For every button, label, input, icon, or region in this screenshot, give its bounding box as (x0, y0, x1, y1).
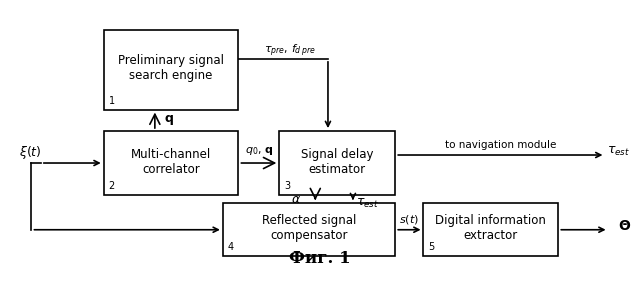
Text: $\mathbf{\Theta}$: $\mathbf{\Theta}$ (618, 219, 631, 233)
Text: 4: 4 (228, 243, 234, 253)
FancyBboxPatch shape (104, 30, 239, 110)
Text: Фиг. 1: Фиг. 1 (289, 250, 351, 267)
Text: $q_0$, $\mathbf{q}$: $q_0$, $\mathbf{q}$ (244, 145, 273, 157)
FancyBboxPatch shape (223, 203, 396, 257)
Text: 2: 2 (109, 181, 115, 191)
Text: $s(t)$: $s(t)$ (399, 213, 419, 226)
Text: $\alpha$: $\alpha$ (291, 193, 301, 205)
Text: 1: 1 (109, 96, 115, 106)
Text: $\tau_{est}$: $\tau_{est}$ (356, 197, 380, 210)
Text: 3: 3 (284, 181, 291, 191)
Text: Multi-channel
correlator: Multi-channel correlator (131, 148, 211, 176)
Text: Digital information
extractor: Digital information extractor (435, 214, 547, 243)
Text: to navigation module: to navigation module (445, 140, 556, 150)
FancyBboxPatch shape (279, 131, 396, 195)
FancyBboxPatch shape (424, 203, 558, 257)
Text: 5: 5 (429, 243, 435, 253)
Text: $\tau_{pre}$, $f_{d\,pre}$: $\tau_{pre}$, $f_{d\,pre}$ (264, 43, 316, 59)
Text: Preliminary signal
search engine: Preliminary signal search engine (118, 54, 224, 82)
Text: Reflected signal
compensator: Reflected signal compensator (262, 214, 356, 243)
Text: $\mathbf{q}$: $\mathbf{q}$ (164, 113, 173, 127)
Text: $\tau_{est}$: $\tau_{est}$ (607, 144, 630, 158)
Text: $\xi(t)$: $\xi(t)$ (19, 144, 42, 161)
FancyBboxPatch shape (104, 131, 239, 195)
Text: Signal delay
estimator: Signal delay estimator (301, 148, 374, 176)
